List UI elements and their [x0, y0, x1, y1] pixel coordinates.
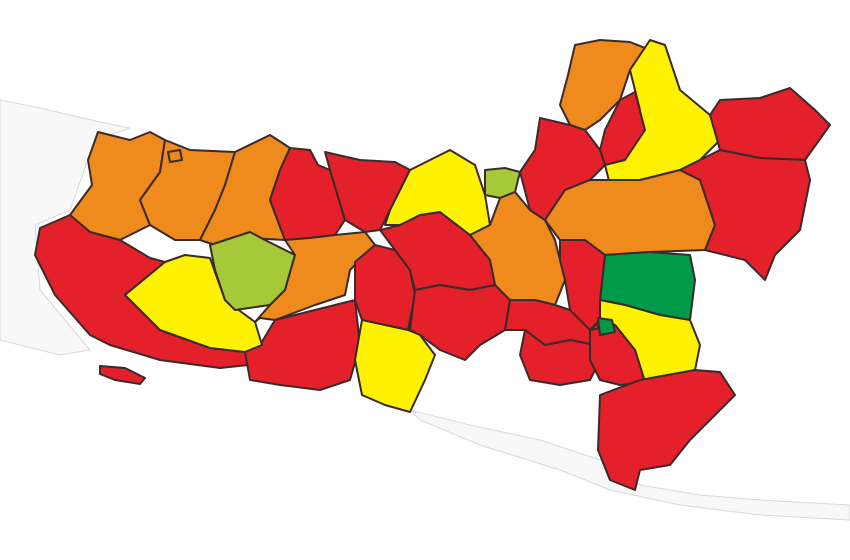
region-darkgreen-notch [597, 317, 616, 336]
region-center-orange-1 [254, 231, 376, 323]
region-east-orange-top [559, 39, 646, 131]
region-east-red-south-1 [559, 239, 606, 331]
region-east-red-north-1 [599, 91, 646, 166]
land-background-south [408, 409, 850, 521]
region-east-red-right [679, 149, 811, 281]
region-island-west [99, 365, 146, 385]
region-west-coast-3 [199, 134, 291, 246]
region-south-center-yellow [354, 319, 436, 413]
region-east-red-south-3 [597, 369, 736, 491]
land-background-west [0, 99, 132, 356]
region-east-red-ne [709, 87, 831, 161]
region-west-coast-4 [167, 149, 183, 163]
